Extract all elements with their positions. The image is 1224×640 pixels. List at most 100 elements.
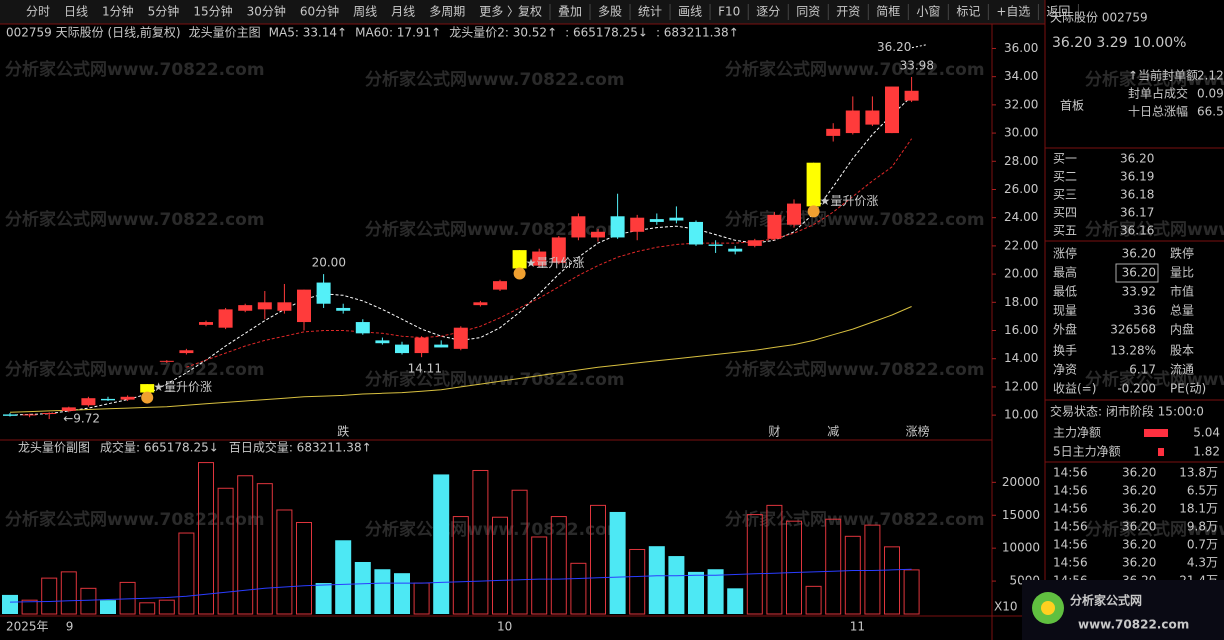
trade-time: 14:56 — [1053, 502, 1088, 516]
trade-volume: 9.8万 — [1187, 520, 1218, 534]
toolbar-button[interactable]: 分时 — [26, 5, 50, 19]
watermark: 分析家公式网www.70822.com — [725, 209, 985, 230]
toolbar-button[interactable]: 更多 〉 — [479, 5, 519, 19]
book-price: 36.17 — [1120, 206, 1154, 220]
toolbar-button[interactable]: 逐分 — [756, 5, 780, 19]
volume-bar — [100, 600, 116, 614]
toolbar-button[interactable]: 开资 — [836, 5, 860, 19]
toolbar-button[interactable]: 日线 — [64, 5, 88, 19]
toolbar-button[interactable]: 叠加 — [558, 5, 582, 19]
candle-body — [787, 203, 801, 225]
volume-bar — [688, 571, 704, 614]
candle-body — [904, 90, 919, 101]
volume-bar — [452, 516, 469, 615]
trade-volume: 6.5万 — [1187, 484, 1218, 498]
volume-bar — [864, 524, 881, 615]
volume-bar — [237, 475, 254, 615]
stat-value: 36.20 — [1122, 266, 1156, 280]
book-label: 买五 — [1053, 224, 1077, 238]
volume-bar — [570, 562, 587, 615]
toolbar-button[interactable]: 标记 — [956, 5, 980, 19]
candle-body — [728, 248, 743, 252]
watermark: 分析家公式网www.70822.com — [1085, 519, 1224, 540]
candle-body — [630, 217, 645, 232]
stat-label: 净资 — [1053, 363, 1077, 377]
toolbar-button[interactable]: 月线 — [391, 5, 415, 19]
toolbar-button[interactable]: 多周期 — [429, 5, 465, 19]
volume-ma — [9, 568, 912, 603]
candle-body — [101, 398, 115, 401]
volume-bar — [354, 561, 371, 614]
stat-label: 外盘 — [1053, 322, 1077, 337]
watermark: 分析家公式网www.70822.com — [365, 519, 625, 540]
volume-bar — [276, 509, 293, 615]
candle-body — [159, 360, 174, 362]
quote: 10.00% — [1133, 35, 1186, 51]
toolbar-button[interactable]: 15分钟 — [193, 4, 232, 19]
stat-value: 13.28% — [1110, 344, 1156, 358]
stat-label: 换手 — [1053, 344, 1077, 358]
toolbar-button[interactable]: 60分钟 — [300, 4, 339, 19]
volume-bar — [550, 516, 567, 615]
book-label: 买三 — [1053, 188, 1077, 202]
toolbar-button[interactable]: F10 — [718, 5, 740, 19]
signal-label: ★量升价涨 — [153, 379, 212, 394]
stat-value: 326568 — [1110, 323, 1156, 337]
price-annotation: 14.11 — [408, 362, 442, 376]
watermark: 分析家公式网www.70822.com — [5, 209, 265, 230]
trade-price: 36.20 — [1122, 502, 1156, 516]
signal-icon — [513, 267, 526, 280]
y-tick-label: 15000 — [1002, 508, 1040, 522]
toolbar-button[interactable]: 小窗 — [916, 5, 940, 19]
candle-body — [806, 162, 821, 207]
toolbar-button[interactable]: 简框 — [876, 5, 900, 19]
stat-label: 现量 — [1053, 304, 1077, 318]
toolbar-button[interactable]: 1分钟 — [102, 4, 134, 19]
flow-value: 5.04 — [1193, 426, 1220, 440]
toolbar-button[interactable]: 多股 — [598, 5, 622, 19]
indicator-header: 龙头量价副图 — [18, 441, 90, 455]
watermark: 分析家公式网www.70822.com — [725, 59, 985, 80]
toolbar-button[interactable]: +自选 — [996, 5, 1030, 19]
volume-bar — [433, 474, 450, 614]
stat-value: 6.17 — [1129, 363, 1156, 377]
volume-bar — [60, 571, 77, 615]
candle-body — [375, 340, 390, 344]
trade-status: 交易状态: 闭市阶段 15:00:0 — [1050, 404, 1204, 419]
candle-body — [865, 110, 880, 125]
book-label: 买二 — [1053, 170, 1077, 184]
volume-bar — [296, 521, 312, 615]
candle-body — [316, 282, 331, 304]
signal-label: ★量升价涨 — [526, 255, 585, 270]
volume-bar — [766, 504, 783, 615]
y-tick-label: 32.00 — [1004, 97, 1038, 111]
stock-title: 天际股份 002759 — [1050, 11, 1148, 25]
board-tag: 首板 — [1060, 99, 1084, 113]
indicator-header: 成交量: 665178.25↓ — [100, 440, 219, 455]
toolbar-button[interactable]: 30分钟 — [247, 4, 286, 19]
watermark: 分析家公式网www.70822.com — [365, 369, 625, 390]
volume-bar — [609, 511, 626, 614]
price-annotation: 20.00 — [312, 256, 346, 270]
candle-body — [61, 407, 76, 411]
candle-body — [532, 251, 547, 266]
candle-body — [297, 289, 311, 323]
toolbar-button[interactable]: 统计 — [638, 5, 662, 19]
toolbar-button[interactable]: 周线 — [353, 5, 377, 19]
toolbar-button[interactable]: 复权 — [518, 5, 542, 19]
book-label: 买一 — [1053, 152, 1077, 166]
toolbar-button[interactable]: 同资 — [796, 5, 820, 19]
moving-average — [186, 138, 913, 368]
volume-bar — [374, 569, 391, 614]
toolbar-button[interactable]: 画线 — [678, 5, 702, 19]
toolbar-button[interactable]: 5分钟 — [148, 4, 180, 19]
book-price: 36.20 — [1120, 152, 1154, 166]
volume-bar — [315, 583, 332, 614]
toolbar-button[interactable]: 返回 — [1046, 5, 1070, 19]
volume-bar — [511, 489, 528, 615]
volume-bar — [80, 587, 97, 615]
book-price: 36.19 — [1120, 170, 1154, 184]
logo-url: www.70822.com — [1078, 618, 1189, 632]
y-tick-label: 16.00 — [1004, 323, 1038, 337]
